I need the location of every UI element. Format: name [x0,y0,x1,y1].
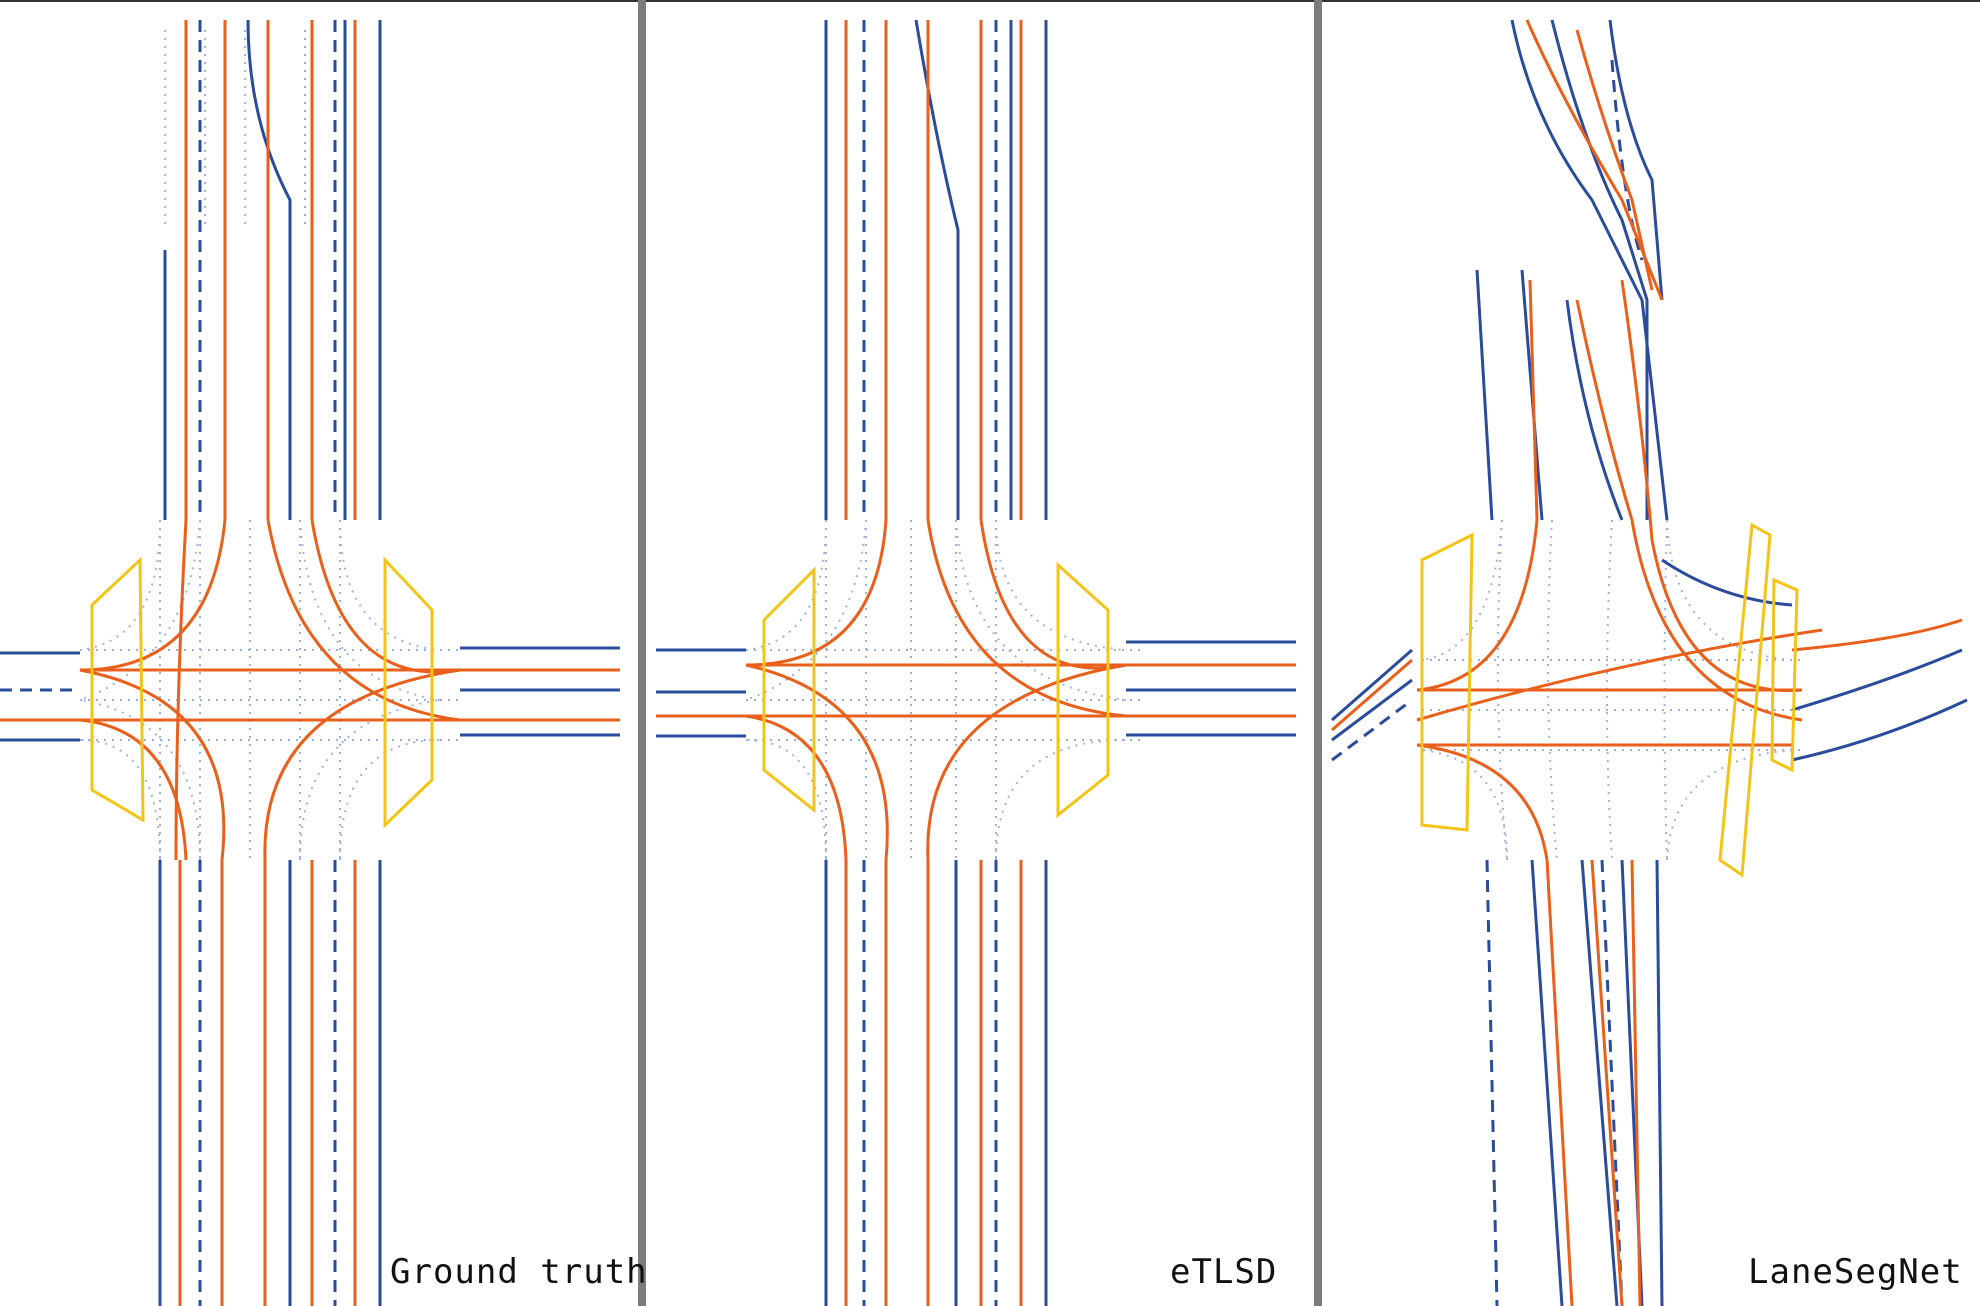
pedestrian-crossings [762,561,1110,819]
lane-centerlines [656,20,1296,1306]
panel-label-etlsd: eTLSD [1170,1252,1278,1292]
lane-boundaries [0,19,620,1306]
lane-boundaries [1331,19,1968,1306]
panel-ground-truth [0,19,620,1306]
top-border [0,0,1980,2]
panel-separator-1 [638,0,646,1306]
panel-label-lanesegnet: LaneSegNet [1748,1252,1963,1292]
panel-lanesegnet [1331,19,1968,1306]
lane-centerlines [1331,19,1963,1306]
panel-separator-2 [1314,0,1322,1306]
lane-boundaries [656,19,1296,1306]
virtual-boundaries [745,519,1146,861]
pedestrian-crossings [1420,522,1799,878]
pedestrian-crossings [90,556,434,829]
virtual-boundaries [79,30,460,861]
panel-etlsd [656,19,1296,1306]
virtual-boundaries [1421,519,1802,861]
panel-label-ground-truth: Ground truth [390,1252,648,1292]
